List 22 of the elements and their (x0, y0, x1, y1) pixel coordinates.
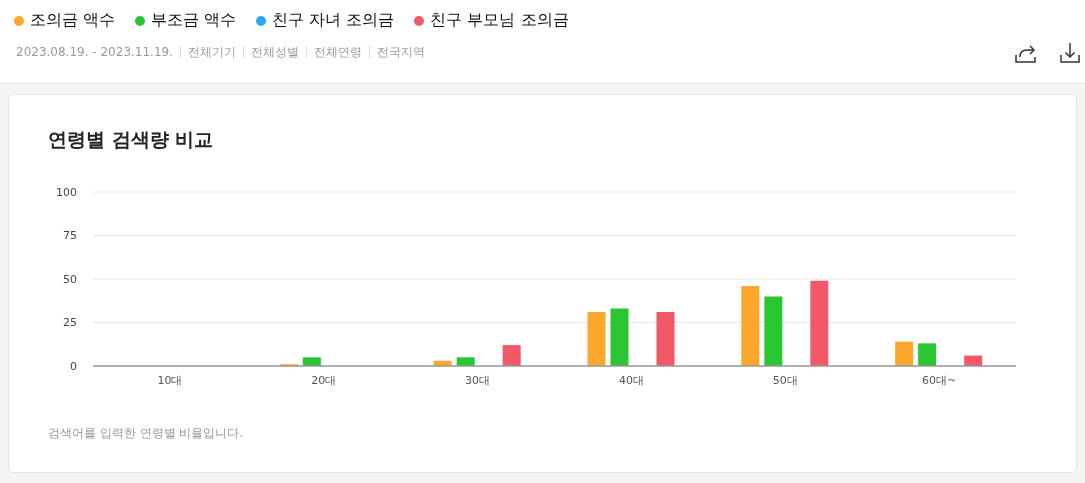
legend-label: 친구 자녀 조의금 (272, 10, 395, 31)
x-tick-label: 50대 (772, 373, 798, 387)
x-tick-label: 10대 (157, 373, 183, 387)
legend-label: 조의금 액수 (30, 10, 116, 31)
x-tick-label: 40대 (618, 373, 644, 387)
chart-title: 연령별 검색량 비교 (48, 128, 214, 150)
y-tick-label: 25 (63, 316, 77, 330)
text: 검색어를 입력한 연령별 비율입니다. (48, 426, 244, 440)
y-tick-label: 50 (63, 272, 77, 286)
y-tick-label: 0 (70, 359, 77, 373)
x-tick-label: 60대~ (921, 373, 957, 387)
x-tick-label: 30대 (465, 373, 491, 387)
chart-subtitle: 2023.08.19. - 2023.11.19. (16, 45, 174, 59)
text: 전체연령 (314, 45, 363, 59)
text: 전체성별 (251, 45, 300, 59)
y-tick-label: 75 (63, 229, 77, 243)
legend-label: 친구 부모님 조의금 (430, 10, 569, 31)
text: 전국지역 (377, 45, 426, 59)
y-tick-label: 100 (56, 185, 77, 199)
x-tick-label: 20대 (311, 373, 337, 387)
legend-label: 부조금 액수 (151, 10, 237, 31)
text: 전체기기 (188, 45, 237, 59)
